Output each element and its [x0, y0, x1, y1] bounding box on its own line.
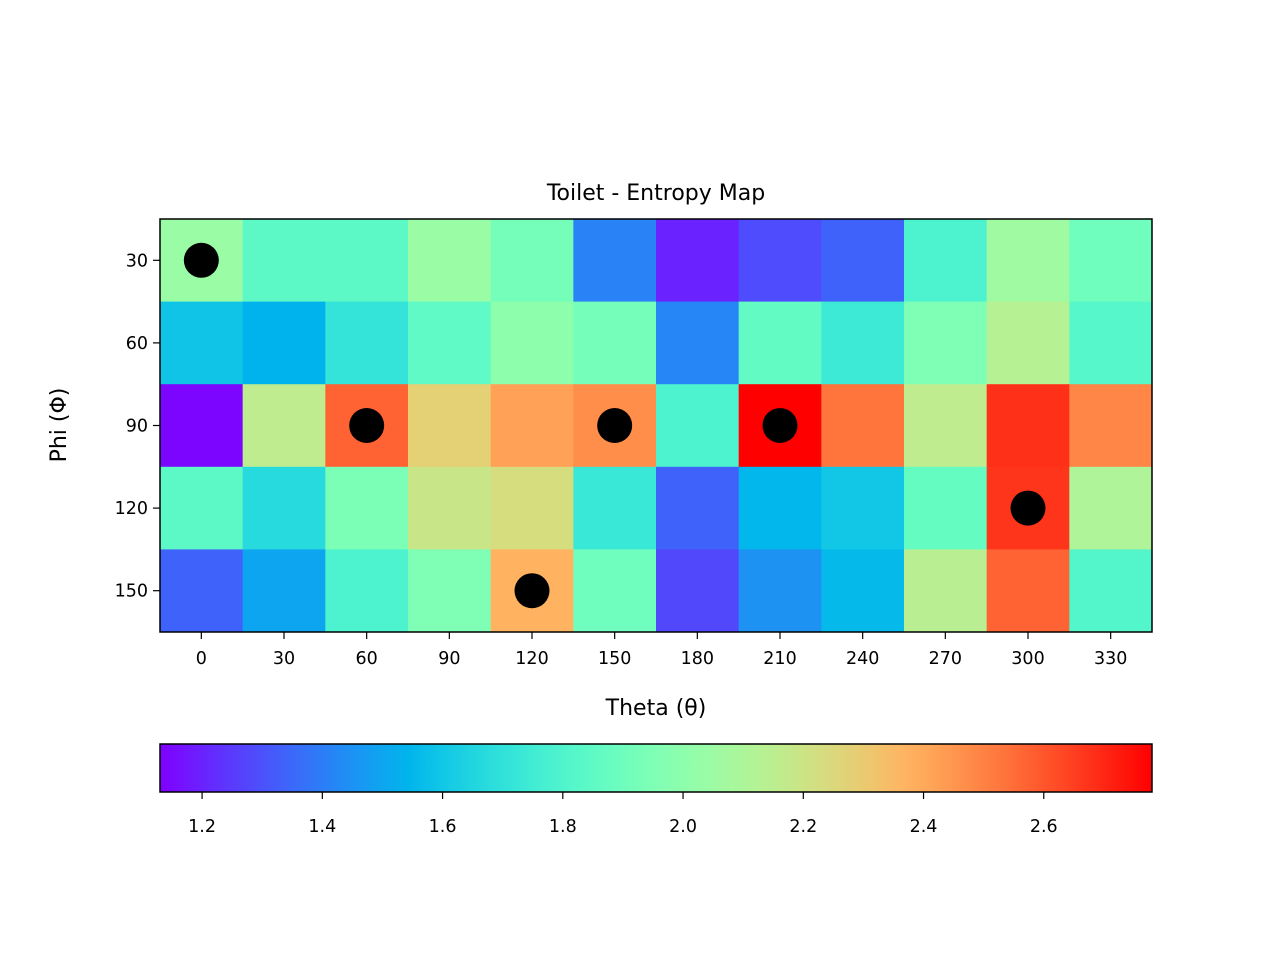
x-axis-label: Theta (θ)	[605, 696, 707, 721]
colorbar	[160, 744, 1152, 792]
colorbar-tick-label: 2.4	[910, 817, 938, 837]
y-tick-label: 120	[115, 499, 148, 519]
heatmap-cell	[656, 549, 740, 633]
heatmap-cell	[656, 219, 740, 303]
heatmap-cell	[656, 301, 740, 385]
colorbar-tick-label: 1.2	[188, 817, 216, 837]
marker-point	[1010, 490, 1046, 526]
heatmap-cell	[1069, 301, 1153, 385]
heatmap-cell	[242, 466, 326, 550]
x-axis-ticks: 0 30 60 90 120 150 180 210 240 270 300 330	[196, 632, 1127, 669]
heatmap-cell	[904, 301, 988, 385]
heatmap-cell	[904, 219, 988, 303]
heatmap-cell	[656, 466, 740, 550]
colorbar-frame	[159, 743, 1153, 793]
x-tick-label: 0	[196, 649, 207, 669]
heatmap-cell	[738, 549, 822, 633]
marker-point	[183, 242, 219, 278]
marker-point	[762, 408, 798, 443]
x-tick-label: 60	[356, 649, 378, 669]
heatmap-cell	[904, 466, 988, 550]
heatmap-cell	[490, 466, 574, 550]
heatmap-cell	[242, 219, 326, 303]
heatmap-cell	[904, 384, 988, 468]
heatmap-cell	[408, 549, 492, 633]
x-tick-label: 120	[515, 649, 548, 669]
x-tick-label: 150	[598, 649, 631, 669]
heatmap-cell	[821, 219, 905, 303]
heatmap-cell	[986, 549, 1070, 633]
heatmap-cell	[160, 384, 244, 468]
heatmap-cell	[408, 466, 492, 550]
y-tick-label: 60	[126, 334, 148, 354]
x-tick-label: 270	[929, 649, 962, 669]
heatmap-cell	[573, 549, 657, 633]
colorbar-tick-label: 1.6	[429, 817, 457, 837]
y-tick-label: 30	[126, 251, 148, 271]
y-tick-label: 90	[126, 417, 148, 437]
heatmap-cell	[1069, 549, 1153, 633]
heatmap-cell	[160, 301, 244, 385]
x-tick-label: 180	[681, 649, 714, 669]
heatmap-cell	[821, 549, 905, 633]
heatmap-cell	[738, 466, 822, 550]
heatmap-cell	[325, 301, 409, 385]
x-tick-label: 330	[1094, 649, 1127, 669]
heatmap-cell	[408, 301, 492, 385]
heatmap-cell	[242, 549, 326, 633]
heatmap-cell	[656, 384, 740, 468]
y-axis-label: Phi (Φ)	[47, 388, 72, 463]
heatmap-cell	[408, 384, 492, 468]
heatmap-cell	[490, 301, 574, 385]
marker-layer	[183, 242, 1046, 609]
heatmap-cell	[738, 301, 822, 385]
heatmap-cell	[738, 219, 822, 303]
heatmap-cell	[986, 301, 1070, 385]
heatmap-cell	[573, 219, 657, 303]
heatmap-cell	[1069, 384, 1153, 468]
colorbar-ticks: 1.2 1.4 1.6 1.8 2.0 2.2 2.4 2.6	[188, 792, 1058, 837]
heatmap-cell	[1069, 219, 1153, 303]
heatmap-cell	[986, 384, 1070, 468]
chart-title: Toilet - Entropy Map	[546, 181, 765, 206]
heatmap-cell	[325, 549, 409, 633]
x-tick-label: 300	[1011, 649, 1044, 669]
x-tick-label: 90	[438, 649, 460, 669]
y-tick-label: 150	[115, 582, 148, 602]
heatmap-cell	[1069, 466, 1153, 550]
heatmap-cell	[490, 384, 574, 468]
heatmap-cell	[325, 219, 409, 303]
marker-point	[349, 408, 385, 443]
heatmap-cell	[242, 301, 326, 385]
heatmap-cell	[821, 384, 905, 468]
heatmap-cell	[821, 301, 905, 385]
heatmap-cell	[573, 301, 657, 385]
marker-point	[514, 573, 550, 609]
y-axis-ticks: 30 60 90 120 150	[115, 251, 160, 602]
colorbar-tick-label: 2.2	[789, 817, 817, 837]
heatmap-cell	[325, 466, 409, 550]
heatmap-cell	[490, 219, 574, 303]
x-tick-label: 210	[763, 649, 796, 669]
heatmap-cell	[160, 466, 244, 550]
heatmap-cell	[160, 549, 244, 633]
x-tick-label: 240	[846, 649, 879, 669]
heatmap-cell	[904, 549, 988, 633]
heatmap-cells	[160, 219, 1153, 633]
colorbar-tick-label: 1.8	[549, 817, 577, 837]
heatmap-cell	[986, 219, 1070, 303]
colorbar-tick-label: 2.6	[1030, 817, 1058, 837]
x-tick-label: 30	[273, 649, 295, 669]
heatmap-cell	[242, 384, 326, 468]
heatmap-cell	[408, 219, 492, 303]
marker-point	[597, 408, 633, 443]
colorbar-tick-label: 2.0	[669, 817, 697, 837]
heatmap-cell	[821, 466, 905, 550]
colorbar-tick-label: 1.4	[308, 817, 336, 837]
heatmap-cell	[573, 466, 657, 550]
